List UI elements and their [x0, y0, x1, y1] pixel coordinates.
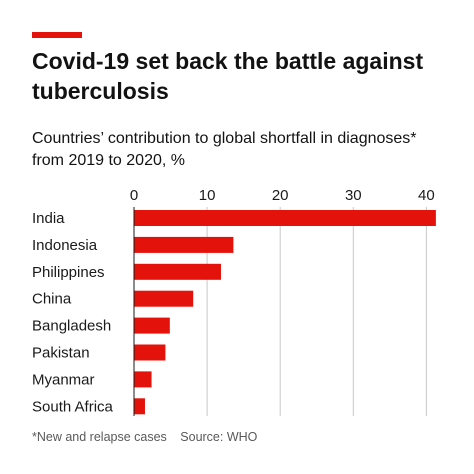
- category-label: South Africa: [32, 398, 114, 415]
- x-tick-label: 40: [418, 187, 435, 204]
- x-tick-label: 20: [272, 187, 289, 204]
- bar: [134, 317, 170, 334]
- bar: [134, 344, 166, 361]
- footnote-note: *New and relapse cases: [32, 430, 167, 444]
- bar: [134, 290, 194, 307]
- bar: [134, 210, 436, 226]
- category-label: Philippines: [32, 264, 105, 281]
- bar: [134, 236, 234, 253]
- category-label: Pakistan: [32, 345, 90, 362]
- bar: [134, 263, 221, 280]
- footnote: *New and relapse cases Source: WHO: [32, 430, 267, 444]
- footnote-source: Source: WHO: [180, 430, 258, 444]
- category-label: Myanmar: [32, 371, 95, 388]
- chart-subtitle: Countries’ contribution to global shortf…: [32, 130, 417, 169]
- x-tick-label: 0: [130, 187, 138, 204]
- bar: [134, 398, 145, 415]
- category-label: India: [32, 210, 65, 227]
- category-label: Bangladesh: [32, 318, 111, 335]
- bar: [134, 371, 152, 388]
- chart-title: Covid-19 set back the battle against tub…: [32, 48, 424, 104]
- x-tick-label: 30: [345, 187, 362, 204]
- category-label: China: [32, 291, 72, 308]
- accent-bar: [32, 32, 82, 38]
- x-tick-label: 10: [199, 187, 216, 204]
- category-label: Indonesia: [32, 237, 98, 254]
